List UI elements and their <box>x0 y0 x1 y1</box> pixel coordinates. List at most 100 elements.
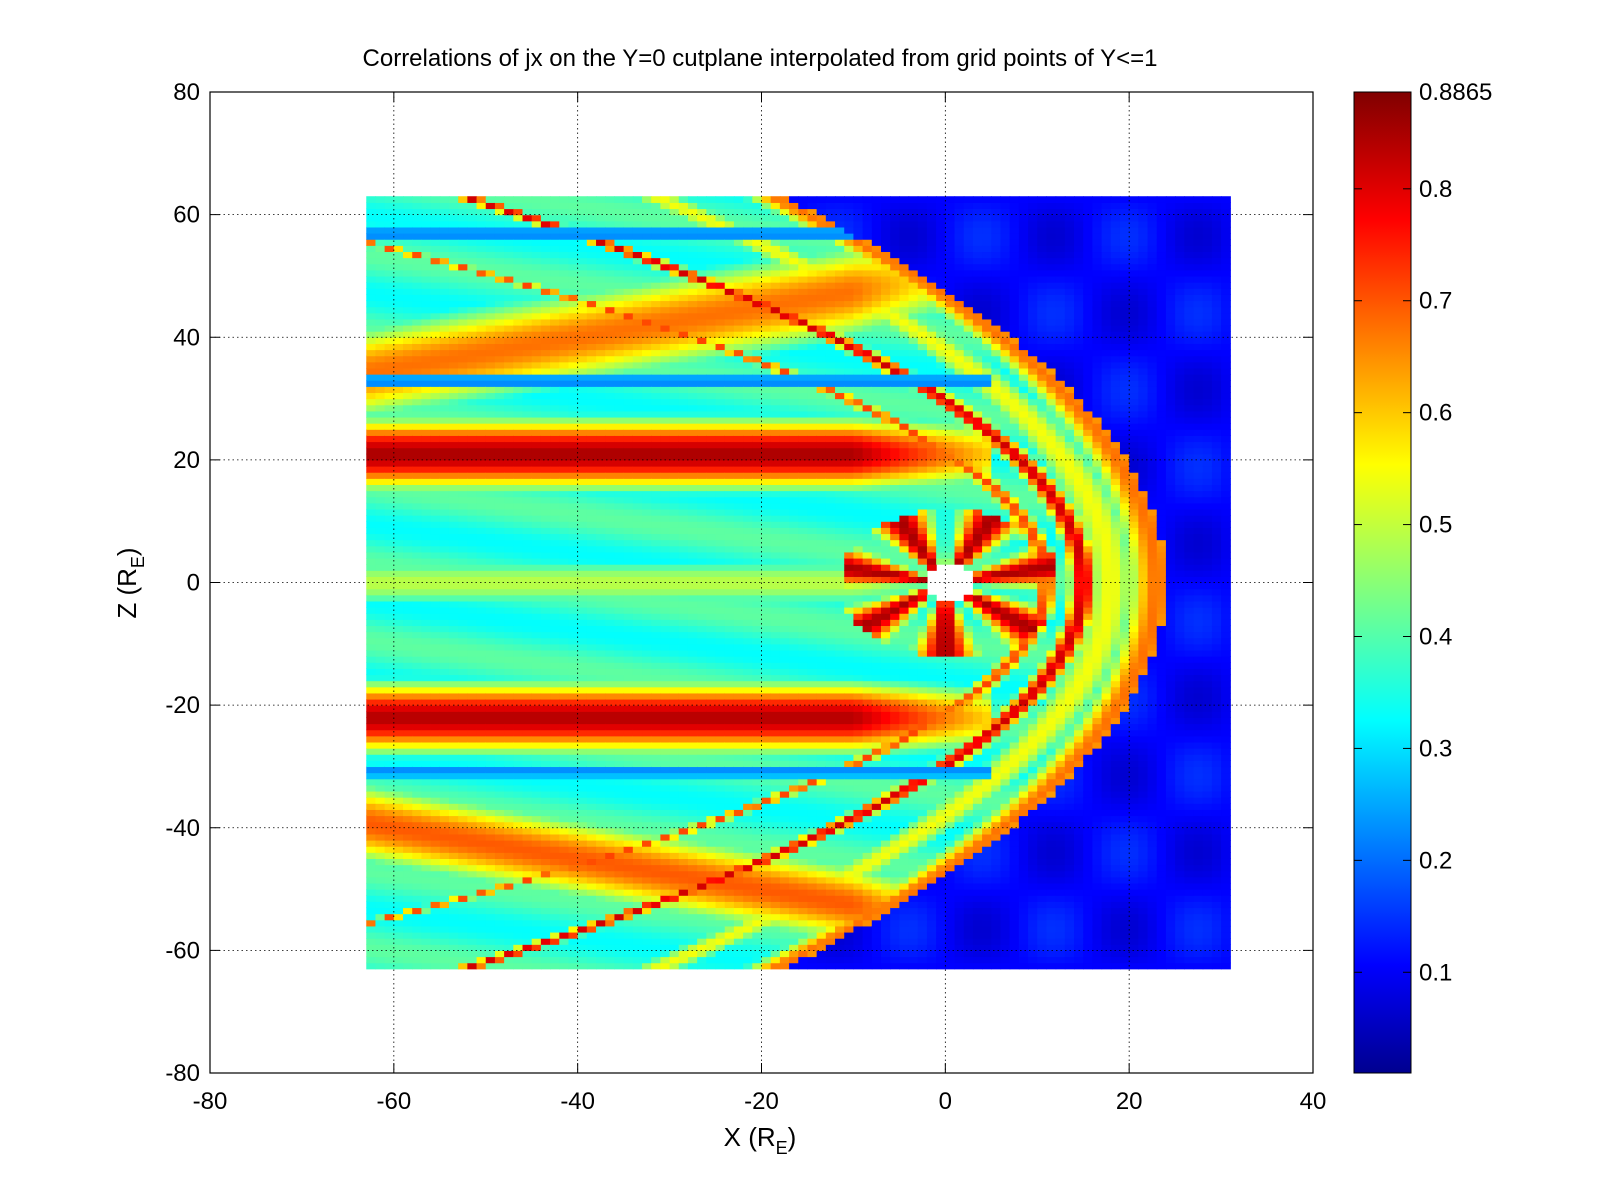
heatmap-cell <box>660 300 671 308</box>
heatmap-cell <box>366 901 377 909</box>
heatmap-cell <box>678 275 689 283</box>
heatmap-cell <box>715 625 726 633</box>
heatmap-cell <box>559 324 570 332</box>
heatmap-cell <box>660 944 671 951</box>
heatmap-cell <box>687 882 698 890</box>
heatmap-cell <box>614 251 625 259</box>
heatmap-cell <box>476 392 487 400</box>
heatmap-cell <box>706 515 717 522</box>
heatmap-cell <box>651 557 661 565</box>
heatmap-cell <box>430 656 441 663</box>
heatmap-cell <box>448 533 459 541</box>
heatmap-cell <box>568 269 579 277</box>
heatmap-cell <box>568 386 579 394</box>
heatmap-cell <box>504 944 514 951</box>
heatmap-cell <box>522 864 533 872</box>
heatmap-cell <box>697 196 707 203</box>
heatmap-cell <box>485 306 496 314</box>
heatmap-cell <box>614 852 625 859</box>
heatmap-cell <box>448 478 459 485</box>
heatmap-cell <box>531 852 542 859</box>
heatmap-cell <box>651 882 661 890</box>
heatmap-cell <box>706 821 717 829</box>
heatmap-cell <box>697 361 707 369</box>
heatmap-cell <box>366 282 377 289</box>
heatmap-cell <box>448 429 459 436</box>
heatmap-cell <box>697 423 707 430</box>
heatmap-cell <box>421 521 432 528</box>
heatmap-cell <box>577 637 588 645</box>
heatmap-cell <box>522 962 533 970</box>
heatmap-cell <box>614 527 625 535</box>
heatmap-cell <box>706 784 717 792</box>
heatmap-cell <box>586 766 597 774</box>
heatmap-cell <box>706 294 717 302</box>
heatmap-cell <box>660 410 671 418</box>
heatmap-cell <box>439 226 450 234</box>
heatmap-cell <box>706 441 717 449</box>
heatmap-cell <box>458 790 468 798</box>
heatmap-cell <box>467 662 478 669</box>
heatmap-cell <box>614 306 625 314</box>
heatmap-cell <box>430 582 441 590</box>
heatmap-cell <box>586 870 597 878</box>
heatmap-cell <box>614 711 625 718</box>
heatmap-cell <box>403 668 413 676</box>
heatmap-cell <box>632 429 643 436</box>
heatmap-cell <box>384 306 395 314</box>
heatmap-cell <box>384 784 395 792</box>
heatmap-cell <box>393 748 404 755</box>
heatmap-cell <box>678 453 689 461</box>
heatmap-cell <box>651 515 661 522</box>
heatmap-cell <box>596 680 606 688</box>
heatmap-cell <box>467 925 478 933</box>
heatmap-cell <box>632 582 643 590</box>
heatmap-cell <box>605 735 616 743</box>
heatmap-cell <box>448 919 459 927</box>
heatmap-cell <box>375 870 386 878</box>
heatmap-cell <box>687 374 698 381</box>
heatmap-cell <box>577 668 588 676</box>
heatmap-cell <box>412 919 423 927</box>
heatmap-cell <box>724 956 735 964</box>
heatmap-cell <box>412 809 423 817</box>
heatmap-cell <box>642 551 652 559</box>
heatmap-cell <box>559 619 570 627</box>
heatmap-cell <box>596 895 606 902</box>
heatmap-cell <box>586 282 597 289</box>
heatmap-cell <box>706 588 717 596</box>
heatmap-cell <box>467 233 478 240</box>
heatmap-cell <box>421 864 432 872</box>
heatmap-cell <box>494 355 505 363</box>
heatmap-cell <box>697 692 707 700</box>
heatmap-cell <box>660 956 671 964</box>
heatmap-cell <box>458 907 468 915</box>
heatmap-cell <box>439 392 450 400</box>
heatmap-cell <box>476 686 487 694</box>
heatmap-cell <box>697 404 707 412</box>
heatmap-cell <box>697 521 707 528</box>
heatmap-cell <box>494 797 505 804</box>
heatmap-cell <box>531 607 542 614</box>
heatmap-cell <box>605 294 616 302</box>
heatmap-cell <box>596 251 606 259</box>
heatmap-cell <box>439 404 450 412</box>
heatmap-cell <box>448 245 459 253</box>
heatmap-cell <box>540 306 551 314</box>
heatmap-cell <box>642 925 652 933</box>
heatmap-cell <box>421 410 432 418</box>
heatmap-cell <box>697 386 707 394</box>
heatmap-cell <box>586 717 597 725</box>
heatmap-cell <box>642 331 652 338</box>
heatmap-cell <box>393 521 404 528</box>
heatmap-cell <box>430 263 441 271</box>
heatmap-cell <box>458 251 468 259</box>
heatmap-cell <box>642 662 652 669</box>
heatmap-cell <box>485 324 496 332</box>
heatmap-cell <box>724 515 735 522</box>
heatmap-cell <box>586 533 597 541</box>
heatmap-cell <box>476 803 487 810</box>
heatmap-cell <box>605 196 616 203</box>
heatmap-cell <box>504 717 514 725</box>
heatmap-cell <box>494 423 505 430</box>
